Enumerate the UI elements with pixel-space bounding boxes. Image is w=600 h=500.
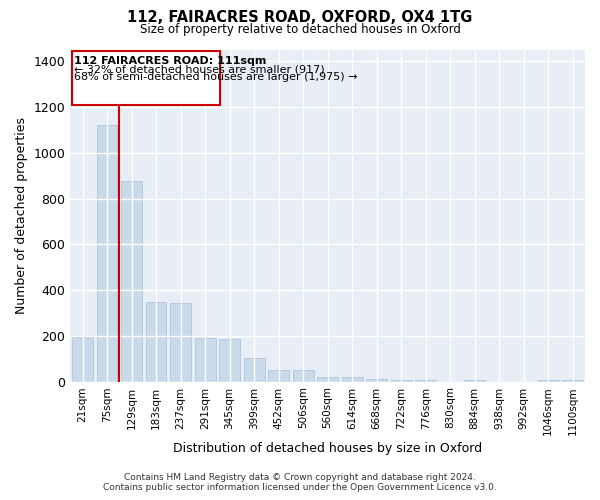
- Bar: [562, 380, 583, 382]
- Bar: [219, 340, 240, 382]
- Bar: [72, 337, 93, 382]
- Text: 112 FAIRACRES ROAD: 111sqm: 112 FAIRACRES ROAD: 111sqm: [74, 56, 266, 66]
- Bar: [97, 126, 118, 382]
- Text: 68% of semi-detached houses are larger (1,975) →: 68% of semi-detached houses are larger (…: [74, 72, 358, 82]
- Text: Contains HM Land Registry data © Crown copyright and database right 2024.
Contai: Contains HM Land Registry data © Crown c…: [103, 473, 497, 492]
- Text: Size of property relative to detached houses in Oxford: Size of property relative to detached ho…: [140, 22, 460, 36]
- Bar: [464, 380, 485, 382]
- Bar: [121, 182, 142, 382]
- Bar: [170, 302, 191, 382]
- Bar: [268, 370, 289, 382]
- FancyBboxPatch shape: [71, 51, 220, 105]
- Bar: [146, 302, 166, 382]
- Bar: [391, 380, 412, 382]
- Bar: [194, 338, 215, 382]
- Bar: [415, 380, 436, 382]
- Bar: [342, 377, 362, 382]
- Bar: [538, 380, 559, 382]
- Bar: [366, 379, 387, 382]
- Bar: [317, 377, 338, 382]
- Text: ← 32% of detached houses are smaller (917): ← 32% of detached houses are smaller (91…: [74, 64, 325, 74]
- Bar: [293, 370, 314, 382]
- X-axis label: Distribution of detached houses by size in Oxford: Distribution of detached houses by size …: [173, 442, 482, 455]
- Y-axis label: Number of detached properties: Number of detached properties: [15, 118, 28, 314]
- Text: 112, FAIRACRES ROAD, OXFORD, OX4 1TG: 112, FAIRACRES ROAD, OXFORD, OX4 1TG: [127, 10, 473, 25]
- Bar: [244, 358, 265, 382]
